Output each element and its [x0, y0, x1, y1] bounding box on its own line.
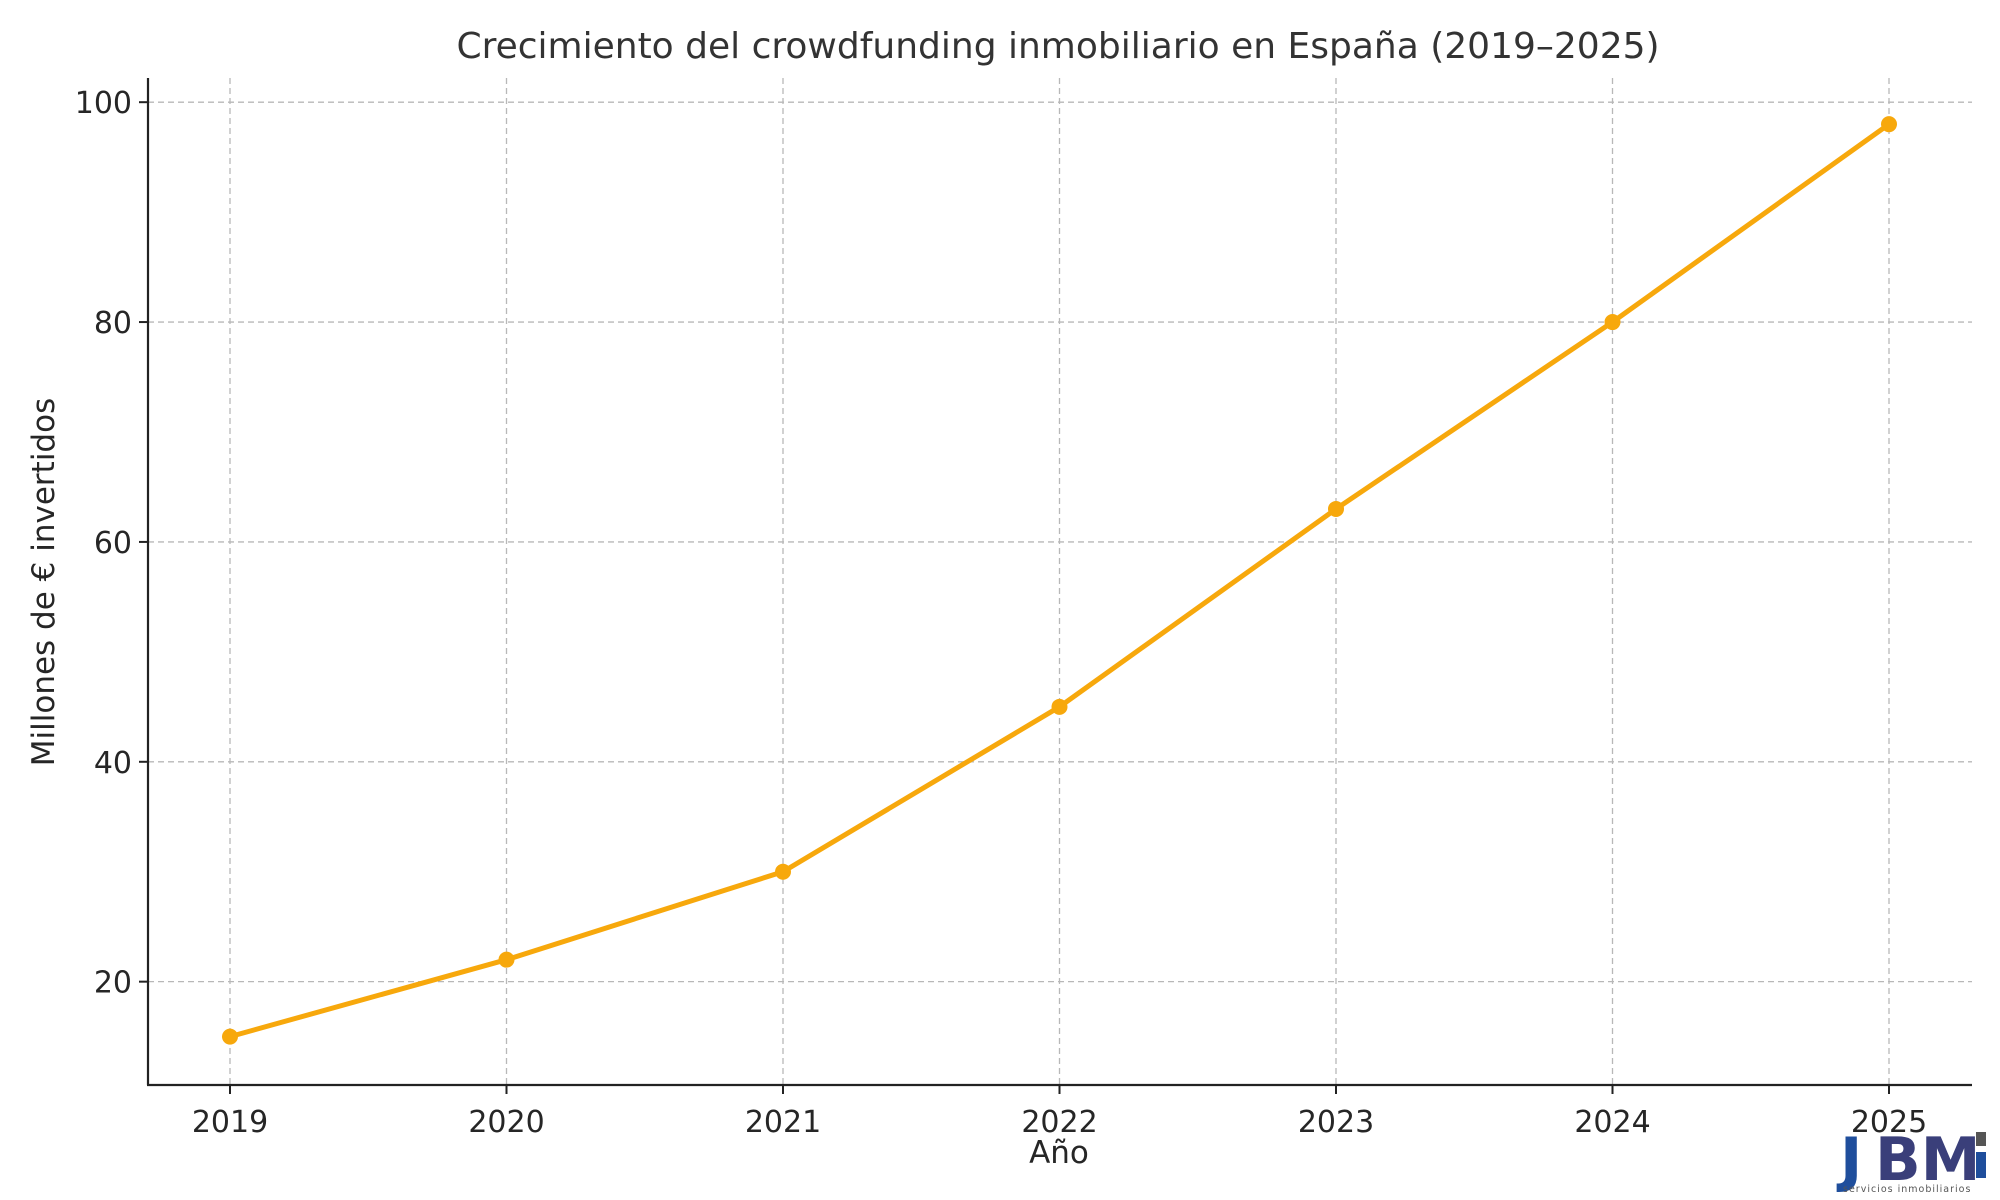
- chart-title: Crecimiento del crowdfunding inmobiliari…: [456, 26, 1659, 67]
- series-line: [222, 116, 1897, 1045]
- data-point: [1051, 698, 1068, 715]
- x-tick-label: 2025: [1851, 1105, 1927, 1140]
- data-point: [1881, 116, 1897, 133]
- logo-mark-bottom: [1976, 1152, 1986, 1178]
- logo-mark-top: [1976, 1132, 1986, 1146]
- x-tick-label: 2021: [745, 1105, 821, 1140]
- y-tick-label: 40: [94, 746, 132, 781]
- x-tick-label: 2020: [468, 1105, 544, 1140]
- y-tick-label: 60: [94, 526, 132, 561]
- axis-ticks: 2019 2020 2021 2022 2023 2024 2025 20 40 60 80 100: [75, 86, 1927, 1140]
- x-tick-label: 2024: [1574, 1105, 1650, 1140]
- y-tick-label: 20: [94, 966, 132, 1001]
- x-tick-label: 2022: [1021, 1105, 1097, 1140]
- grid-lines: [148, 78, 1972, 1085]
- data-point: [1328, 500, 1344, 517]
- x-tick-label: 2019: [192, 1105, 268, 1140]
- logo-letter-j: J: [1836, 1125, 1862, 1195]
- x-tick-label: 2023: [1298, 1105, 1374, 1140]
- logo-subtitle: servicios inmobiliarios: [1843, 1184, 1971, 1195]
- data-point: [775, 863, 791, 880]
- x-axis-label: Año: [1029, 1135, 1089, 1171]
- logo-letters-bm: BM: [1875, 1125, 1980, 1195]
- jbm-logo: J BM servicios inmobiliarios: [1836, 1125, 1986, 1195]
- data-point: [498, 951, 515, 968]
- data-point: [1604, 314, 1621, 331]
- y-tick-label: 80: [94, 306, 132, 341]
- y-tick-label: 100: [75, 86, 132, 121]
- data-point: [222, 1028, 238, 1045]
- y-axis-label: Millones de € invertidos: [26, 398, 62, 766]
